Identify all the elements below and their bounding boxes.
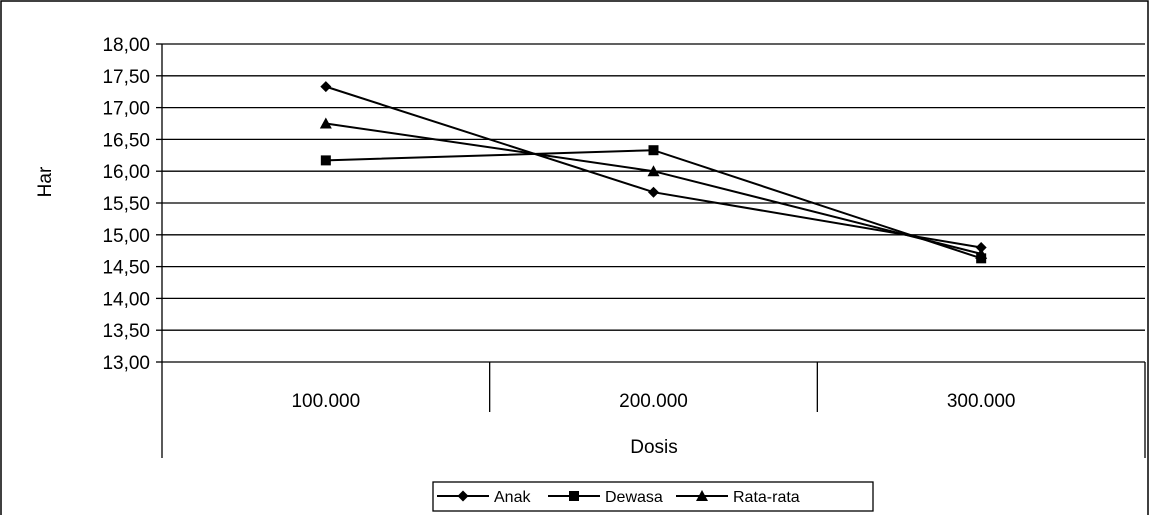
- x-tick-label: 200.000: [619, 391, 688, 412]
- y-tick-label: 13,50: [102, 321, 150, 342]
- y-tick-label: 14,50: [102, 258, 150, 279]
- legend-label: Dewasa: [605, 489, 663, 506]
- y-tick-label: 18,00: [102, 35, 150, 56]
- x-tick-label: 300.000: [947, 391, 1016, 412]
- y-tick-label: 16,50: [102, 130, 150, 151]
- y-tick-label: 15,50: [102, 194, 150, 215]
- data-point-anak: [320, 81, 332, 93]
- y-axis-ticks: 13,00 13,50 14,00 14,50 15,00 15,50 16,00 16,50…: [102, 35, 163, 458]
- y-axis-label: Har: [35, 166, 56, 197]
- data-point-anak: [648, 186, 659, 198]
- y-tick-label: 17,50: [102, 67, 150, 88]
- y-tick-label: 14,00: [102, 289, 150, 310]
- data-point-rata-rata: [647, 165, 660, 177]
- y-tick-label: 13,00: [102, 353, 150, 374]
- legend-label: Anak: [494, 489, 531, 506]
- data-point-rata-rata: [975, 247, 988, 259]
- data-point-anak: [975, 242, 987, 254]
- y-tick-label: 17,00: [102, 99, 150, 120]
- data-point-rata-rata: [319, 117, 332, 129]
- data-point-dewasa: [648, 145, 659, 156]
- legend-marker: [569, 491, 579, 501]
- legend: Anak Dewasa Rata-rata: [432, 481, 874, 512]
- data-point-dewasa: [320, 155, 331, 166]
- y-tick-label: 15,00: [102, 226, 150, 247]
- series-markers: [319, 81, 988, 264]
- x-axis: 100.000 200.000 300.000: [291, 362, 1146, 458]
- legend-label: Rata-rata: [733, 489, 800, 506]
- legend-marker: [696, 490, 708, 501]
- legend-marker: [457, 490, 469, 502]
- y-tick-label: 16,00: [102, 162, 150, 183]
- x-tick-label: 100.000: [291, 391, 360, 412]
- x-axis-label: Dosis: [630, 437, 678, 458]
- legend-box: [432, 481, 874, 512]
- gridlines: [162, 43, 1145, 363]
